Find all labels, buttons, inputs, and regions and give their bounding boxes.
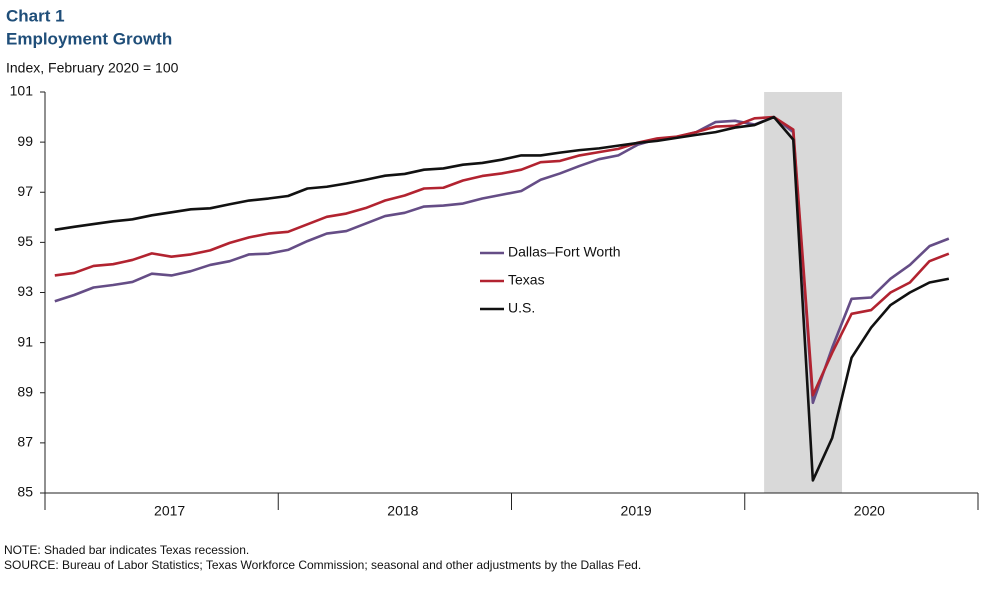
note: NOTE: Shaded bar indicates Texas recessi…: [4, 543, 249, 557]
y-tick-label: 101: [10, 83, 34, 99]
x-tick-label: 2017: [154, 503, 185, 519]
y-tick-label: 91: [17, 333, 33, 349]
y-tick-label: 93: [17, 283, 33, 299]
y-tick-label: 85: [17, 484, 33, 500]
x-tick-label: 2018: [387, 503, 418, 519]
y-tick-label: 89: [17, 383, 33, 399]
y-tick-label: 99: [17, 133, 33, 149]
y-tick-label: 87: [17, 434, 33, 450]
source: SOURCE: Bureau of Labor Statistics; Texa…: [4, 558, 641, 572]
legend-label: U.S.: [508, 300, 535, 316]
chart-title: Chart 1: [6, 6, 65, 25]
x-tick-label: 2019: [621, 503, 652, 519]
legend-label: Texas: [508, 272, 545, 288]
line-series: [54, 115, 950, 482]
x-tick-label: 2020: [854, 503, 885, 519]
legend-label: Dallas–Fort Worth: [508, 244, 621, 260]
line-series: [54, 115, 950, 397]
y-tick-label: 97: [17, 183, 33, 199]
y-axis-label: Index, February 2020 = 100: [6, 60, 179, 76]
y-tick-label: 95: [17, 233, 33, 249]
chart-subtitle: Employment Growth: [6, 29, 172, 48]
